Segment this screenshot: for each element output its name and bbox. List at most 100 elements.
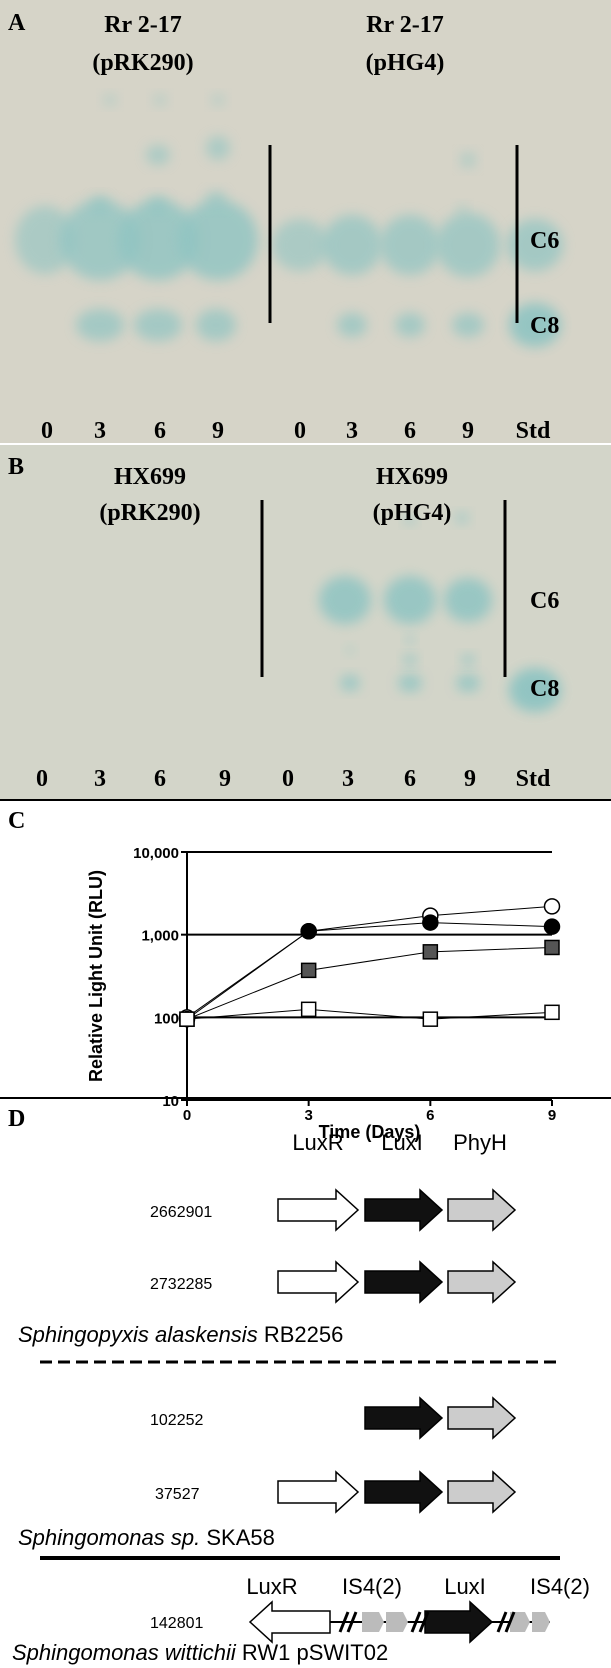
organism: Sphingomonas sp. SKA58	[18, 1525, 275, 1550]
marker	[545, 1005, 559, 1019]
tlc-spot	[436, 213, 500, 277]
tlc-spot	[206, 191, 226, 209]
x-tick-label: 0	[183, 1107, 191, 1124]
tlc-spot	[146, 145, 170, 165]
y-tick-label: 100	[154, 1010, 179, 1027]
tlc-spot	[395, 313, 425, 337]
standard-label: C6	[530, 588, 559, 614]
tlc-spot	[178, 200, 258, 280]
marker	[545, 899, 560, 914]
tlc-spot	[398, 674, 422, 692]
tlc-spot	[148, 196, 168, 214]
locus-id: 2662901	[150, 1204, 212, 1221]
marker	[301, 924, 316, 939]
panel-letter: D	[8, 1106, 25, 1132]
gene-label: IS4(2)	[530, 1574, 590, 1599]
tlc-spot	[134, 309, 182, 341]
panel-letter: A	[8, 10, 26, 36]
marker	[423, 945, 437, 959]
tlc-spot	[76, 309, 124, 341]
species: Sphingomonas sp.	[18, 1525, 200, 1550]
x-tick-label: 6	[426, 1107, 434, 1124]
standard-label: C6	[530, 228, 559, 254]
gene-label: PhyH	[453, 1130, 507, 1155]
standard-label: C8	[530, 313, 559, 339]
lane-label: 0	[41, 418, 53, 444]
strain: RW1 pSWIT02	[242, 1640, 388, 1665]
lane-label: 3	[342, 766, 354, 792]
gene-label: LuxR	[246, 1574, 297, 1599]
lane-label: 3	[94, 418, 106, 444]
marker	[545, 919, 560, 934]
tlc-spot	[153, 94, 167, 106]
locus-id: 142801	[150, 1615, 203, 1632]
tlc-spot	[405, 635, 415, 645]
tlc-spot	[337, 313, 367, 337]
lane-label: 9	[462, 418, 474, 444]
tlc-spot	[103, 94, 117, 106]
tlc-spot	[345, 645, 355, 655]
lane-label: 3	[94, 766, 106, 792]
organism: Sphingopyxis alaskensis RB2256	[18, 1322, 343, 1347]
lane-label: 9	[212, 418, 224, 444]
tlc-spot	[380, 215, 440, 275]
lane-label: 6	[154, 766, 166, 792]
lane-label: 9	[219, 766, 231, 792]
lane-label: Std	[516, 418, 551, 444]
gene-label: LuxR	[292, 1130, 343, 1155]
tlc-spot	[90, 196, 110, 214]
lane-label: 6	[154, 418, 166, 444]
tlc-spot	[403, 654, 417, 666]
marker	[180, 1012, 194, 1026]
lane-label: 0	[282, 766, 294, 792]
tlc-spot	[196, 309, 236, 341]
tlc-spot	[340, 675, 360, 691]
lane-title: (pRK290)	[92, 50, 193, 76]
panel-letter: B	[8, 454, 24, 480]
species: Sphingopyxis alaskensis	[18, 1322, 258, 1347]
gene-label: IS4(2)	[342, 1574, 402, 1599]
tlc-spot	[206, 136, 230, 160]
tlc-spot	[384, 576, 436, 624]
page: A Rr 2-17 (pRK290) Rr 2-17 (pHG4) C6 C8 …	[0, 0, 611, 1668]
tlc-spot	[272, 219, 328, 271]
y-tick-label: 1,000	[141, 928, 179, 945]
y-tick-label: 10,000	[133, 845, 179, 862]
figure: A Rr 2-17 (pRK290) Rr 2-17 (pHG4) C6 C8 …	[0, 0, 611, 1668]
lane-label: 0	[294, 418, 306, 444]
standard-label: C8	[530, 676, 559, 702]
lane-title: (pHG4)	[366, 50, 445, 76]
marker	[302, 963, 316, 977]
lane-title: (pRK290)	[99, 500, 200, 526]
locus-id: 2732285	[150, 1276, 212, 1293]
lane-title: Rr 2-17	[104, 12, 182, 38]
tlc-spot	[460, 152, 476, 168]
lane-label: 3	[346, 418, 358, 444]
marker	[423, 1012, 437, 1026]
marker	[423, 915, 438, 930]
lane-title: HX699	[114, 464, 186, 490]
lane-label: 9	[464, 766, 476, 792]
lane-label: 6	[404, 766, 416, 792]
lane-title: (pHG4)	[373, 500, 452, 526]
organism: Sphingomonas wittichii RW1 pSWIT02	[12, 1640, 388, 1665]
tlc-spot	[461, 654, 475, 666]
lane-title: Rr 2-17	[366, 12, 444, 38]
tlc-spot	[322, 215, 382, 275]
tlc-spot	[455, 512, 469, 524]
panel-b-plate	[0, 445, 611, 800]
marker	[545, 940, 559, 954]
tlc-spot	[456, 674, 480, 692]
y-tick-label: 10	[162, 1093, 179, 1110]
x-tick-label: 9	[548, 1107, 556, 1124]
gene-label: LuxI	[381, 1130, 423, 1155]
marker	[302, 1002, 316, 1016]
strain: RB2256	[264, 1322, 344, 1347]
locus-id: 102252	[150, 1412, 203, 1429]
tlc-spot	[452, 313, 484, 337]
strain: SKA58	[206, 1525, 275, 1550]
tlc-spot	[456, 204, 468, 216]
tlc-spot	[211, 94, 225, 106]
y-axis-label: Relative Light Unit (RLU)	[86, 870, 106, 1082]
locus-id: 37527	[155, 1486, 200, 1503]
